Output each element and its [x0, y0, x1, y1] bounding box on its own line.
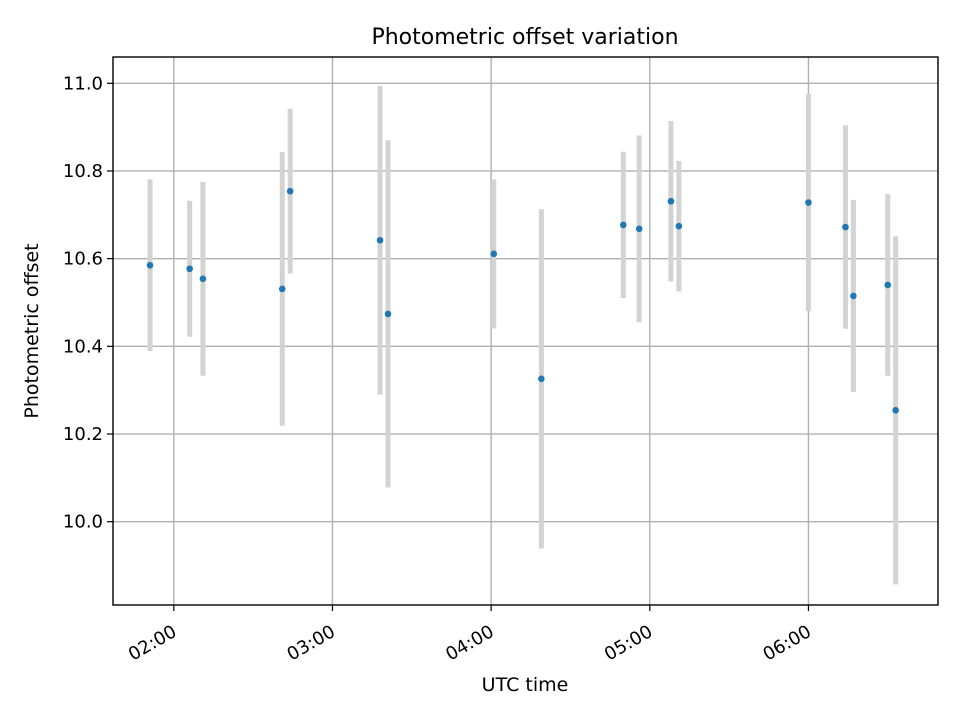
data-point: [842, 223, 849, 231]
data-point: [286, 187, 294, 195]
data-point: [892, 407, 899, 414]
data-point: [490, 250, 498, 258]
data-point: [278, 285, 286, 293]
data-point: [635, 225, 643, 233]
grid: [113, 57, 938, 605]
y-tick-label: 10.2: [63, 424, 103, 445]
y-tick-label: 10.4: [63, 336, 103, 357]
data-point: [146, 261, 154, 269]
x-axis-label: UTC time: [482, 674, 569, 696]
data-point: [675, 222, 683, 230]
data-point: [850, 292, 857, 300]
y-tick-label: 10.6: [63, 249, 103, 270]
data-point: [186, 265, 193, 273]
y-tick-label: 10.0: [63, 512, 103, 533]
y-tick-label: 10.8: [63, 161, 103, 182]
data-point: [884, 281, 892, 289]
data-point: [620, 221, 627, 229]
data-point: [384, 310, 392, 318]
plot-frame: [112, 56, 939, 606]
data-point: [667, 197, 675, 205]
data-point: [376, 236, 384, 244]
data-points: [146, 187, 899, 414]
y-axis-label: Photometric offset: [21, 243, 43, 418]
data-point: [805, 199, 812, 206]
data-point: [538, 375, 545, 383]
data-point: [199, 275, 207, 283]
y-tick-label: 11.0: [63, 73, 103, 94]
chart-title: Photometric offset variation: [371, 25, 678, 50]
